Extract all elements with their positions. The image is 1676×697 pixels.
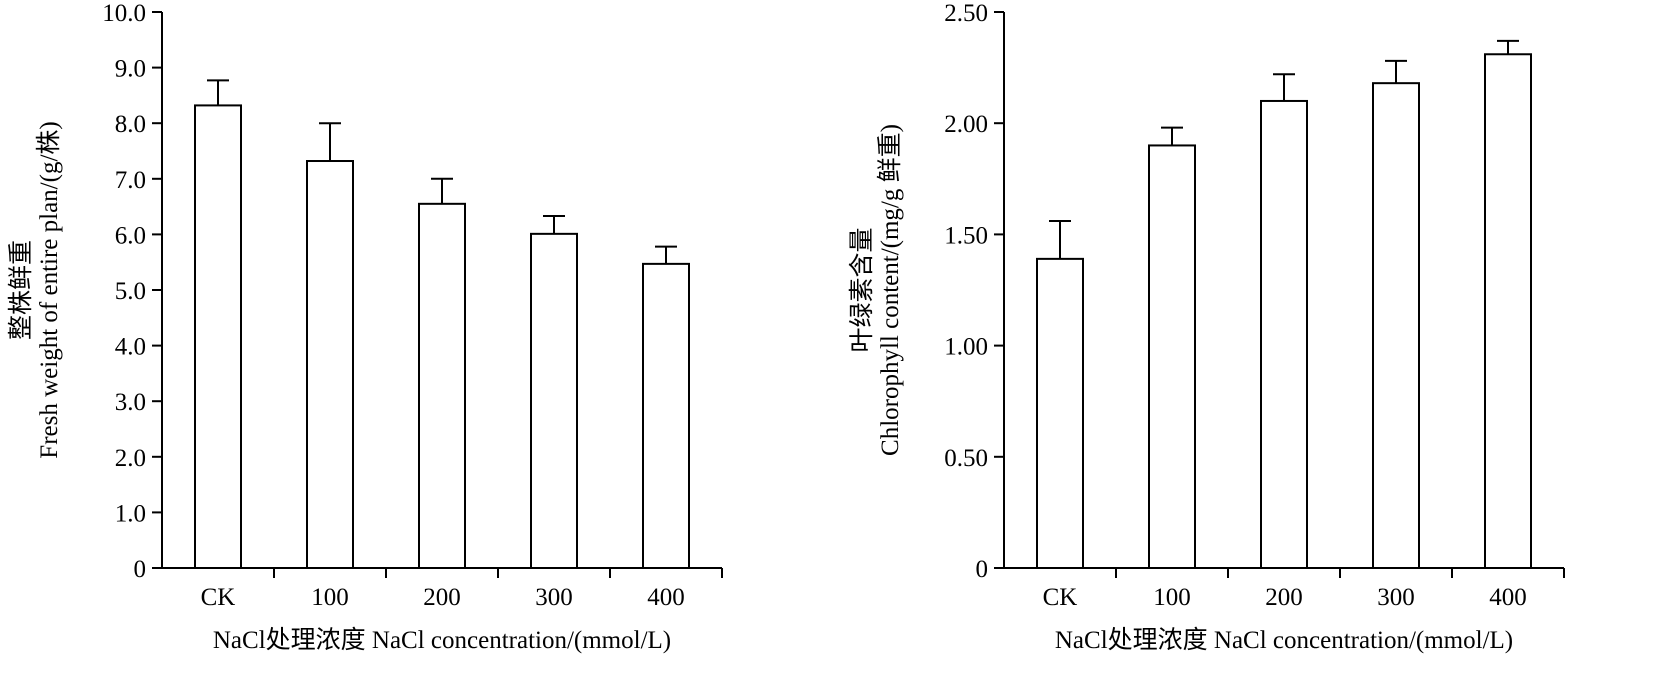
x-tick-label: 200 (1265, 584, 1303, 611)
x-axis-title: NaCl处理浓度 NaCl concentration/(mmol/L) (1055, 626, 1513, 654)
y-tick-label: 6.0 (115, 222, 146, 249)
y-tick-label: 0 (976, 556, 989, 583)
y-tick-label: 1.0 (115, 500, 146, 527)
y-tick-label: 9.0 (115, 56, 146, 83)
bar (1484, 53, 1532, 570)
y-tick-label: 4.0 (115, 334, 146, 361)
y-tick-label: 5.0 (115, 278, 146, 305)
bar (1372, 82, 1420, 569)
bar (418, 202, 466, 569)
y-tick-label: 10.0 (102, 0, 146, 27)
bar (194, 104, 242, 570)
y-tick-label: 2.0 (115, 445, 146, 472)
x-tick-label: 400 (647, 584, 685, 611)
y-axis-title-en: Chlorophyll content/(mg/g 鲜重) (876, 124, 904, 456)
x-axis-title: NaCl处理浓度 NaCl concentration/(mmol/L) (213, 626, 671, 654)
y-tick-label: 2.00 (944, 111, 988, 138)
y-tick-label: 8.0 (115, 111, 146, 138)
y-axis-title-cn: 整株鲜重 (7, 240, 35, 340)
y-axis-title-cn: 叶绿素含量 (848, 227, 876, 352)
x-tick-label: 100 (311, 584, 349, 611)
x-tick-label: 100 (1153, 584, 1191, 611)
y-tick-label: 0 (134, 556, 147, 583)
x-tick-label: 300 (535, 584, 573, 611)
bar (306, 160, 354, 569)
bar (642, 262, 690, 569)
y-tick-label: 1.50 (944, 222, 988, 249)
x-tick-label: 300 (1377, 584, 1415, 611)
bar (530, 232, 578, 569)
y-tick-label: 3.0 (115, 389, 146, 416)
chart-chlorophyll-content: 0 0.50 1.00 1.50 2.00 2.50 CK 100 200 300 400 NaCl处… (848, 0, 1565, 654)
x-tick-label: 400 (1489, 584, 1527, 611)
y-tick-label: 0.50 (944, 445, 988, 472)
x-tick-label: CK (201, 584, 236, 611)
y-tick-label: 2.50 (944, 0, 988, 27)
bar (1036, 257, 1084, 569)
bar (1148, 144, 1196, 569)
bar (1260, 99, 1308, 570)
y-tick-label: 7.0 (115, 167, 146, 194)
y-axis-title-en: Fresh weight of entire plan/(g/株) (35, 121, 63, 458)
x-tick-label: CK (1043, 584, 1078, 611)
y-tick-label: 1.00 (944, 334, 988, 361)
chart-fresh-weight: 0 1.0 2.0 3.0 4.0 5.0 6.0 7.0 8.0 9.0 10.0 CK 100 200… (7, 0, 723, 654)
x-tick-label: 200 (423, 584, 461, 611)
